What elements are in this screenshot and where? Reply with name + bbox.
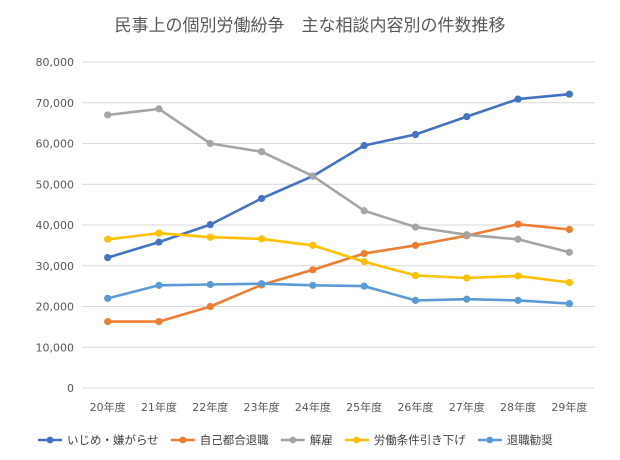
- data-point: [360, 282, 368, 290]
- x-tick-label: 26年度: [397, 400, 433, 414]
- data-point: [360, 141, 368, 150]
- series-group: [104, 105, 573, 256]
- data-point: [206, 233, 214, 241]
- legend-swatch-marker: [46, 436, 54, 444]
- legend-label: 労働条件引き下げ: [374, 433, 466, 447]
- legend: いじめ・嫌がらせ 自己都合退職 解雇 労働条件引き下げ 退職勧奨: [38, 433, 553, 447]
- series-line: [106, 231, 571, 284]
- data-point: [104, 254, 112, 262]
- legend-item: 自己都合退職: [170, 433, 269, 447]
- data-point: [463, 113, 471, 121]
- data-point: [206, 139, 214, 148]
- data-point: [360, 249, 368, 258]
- data-point: [514, 296, 522, 304]
- chart-title: 民事上の個別労働紛争 主な相談内容別の件数推移: [115, 16, 506, 36]
- legend-label: いじめ・嫌がらせ: [67, 433, 159, 447]
- data-point: [309, 172, 317, 180]
- y-tick-label: 20,000: [36, 301, 75, 314]
- series-group: [104, 90, 573, 262]
- legend-swatch-marker: [486, 436, 494, 444]
- legend-label: 自己都合退職: [200, 433, 269, 447]
- y-tick-label: 50,000: [36, 178, 75, 191]
- x-axis-ticks: 20年度 21年度 22年度 23年度 24年度 25年度 26年度 27年度 28年度 29年度: [90, 400, 588, 414]
- data-point: [104, 317, 112, 326]
- legend-item: いじめ・嫌がらせ: [38, 433, 159, 447]
- data-point: [104, 111, 112, 119]
- data-point: [463, 274, 471, 282]
- y-tick-label: 30,000: [36, 260, 75, 273]
- legend-swatch-marker: [289, 436, 297, 444]
- x-tick-label: 20年度: [90, 400, 126, 414]
- y-tick-label: 40,000: [36, 219, 75, 232]
- data-point: [104, 294, 112, 302]
- x-tick-label: 27年度: [449, 400, 485, 414]
- data-point: [155, 238, 163, 246]
- legend-swatch-marker: [179, 436, 187, 444]
- data-point: [104, 235, 112, 243]
- data-point: [411, 130, 420, 139]
- series-group: [104, 229, 573, 287]
- data-point: [257, 148, 266, 156]
- legend-item: 退職勧奨: [477, 433, 553, 447]
- y-tick-label: 60,000: [36, 138, 75, 151]
- data-point: [257, 194, 266, 203]
- y-tick-label: 0: [67, 382, 74, 395]
- data-point: [360, 258, 368, 266]
- x-tick-label: 22年度: [192, 400, 228, 414]
- data-point: [463, 295, 471, 303]
- x-tick-label: 24年度: [295, 400, 331, 414]
- data-point: [206, 220, 214, 229]
- data-point: [257, 235, 266, 243]
- data-point: [206, 302, 214, 311]
- x-tick-label: 25年度: [346, 400, 382, 414]
- series-line: [106, 282, 571, 305]
- series-line: [106, 107, 571, 254]
- data-point: [565, 300, 573, 308]
- data-point: [565, 278, 573, 287]
- legend-swatch-marker: [353, 436, 361, 444]
- legend-label: 退職勧奨: [507, 433, 553, 447]
- data-point: [206, 280, 214, 289]
- x-tick-label: 21年度: [141, 400, 177, 414]
- y-axis-ticks: 0 10,000 20,000 30,000 40,000 50,000 60,000 70,…: [36, 56, 75, 395]
- x-tick-label: 23年度: [244, 400, 280, 414]
- legend-item: 解雇: [280, 433, 333, 447]
- data-point: [514, 95, 522, 103]
- y-tick-label: 70,000: [36, 97, 75, 110]
- x-tick-label: 29年度: [551, 400, 587, 414]
- data-point: [411, 241, 420, 249]
- data-point: [565, 248, 573, 256]
- data-point: [411, 223, 420, 231]
- series-layer: [104, 90, 573, 326]
- data-point: [565, 225, 573, 234]
- data-point: [155, 105, 163, 113]
- data-point: [463, 231, 471, 239]
- legend-label: 解雇: [310, 433, 333, 447]
- series-line: [106, 92, 571, 259]
- series-group: [104, 280, 573, 308]
- data-point: [309, 281, 317, 289]
- data-point: [411, 271, 420, 280]
- data-point: [155, 317, 163, 326]
- data-point: [155, 229, 163, 237]
- legend-item: 労働条件引き下げ: [344, 433, 466, 447]
- series-line: [106, 222, 571, 323]
- data-point: [514, 220, 522, 228]
- data-point: [565, 90, 573, 98]
- y-tick-label: 10,000: [36, 341, 75, 354]
- data-point: [155, 281, 163, 289]
- y-tick-label: 80,000: [36, 56, 75, 69]
- data-point: [514, 235, 522, 243]
- data-point: [309, 241, 317, 249]
- data-point: [411, 296, 420, 304]
- data-point: [514, 272, 522, 280]
- x-tick-label: 28年度: [500, 400, 536, 414]
- data-point: [309, 266, 317, 274]
- data-point: [257, 280, 266, 288]
- data-point: [360, 207, 368, 215]
- grid-layer: [82, 61, 595, 389]
